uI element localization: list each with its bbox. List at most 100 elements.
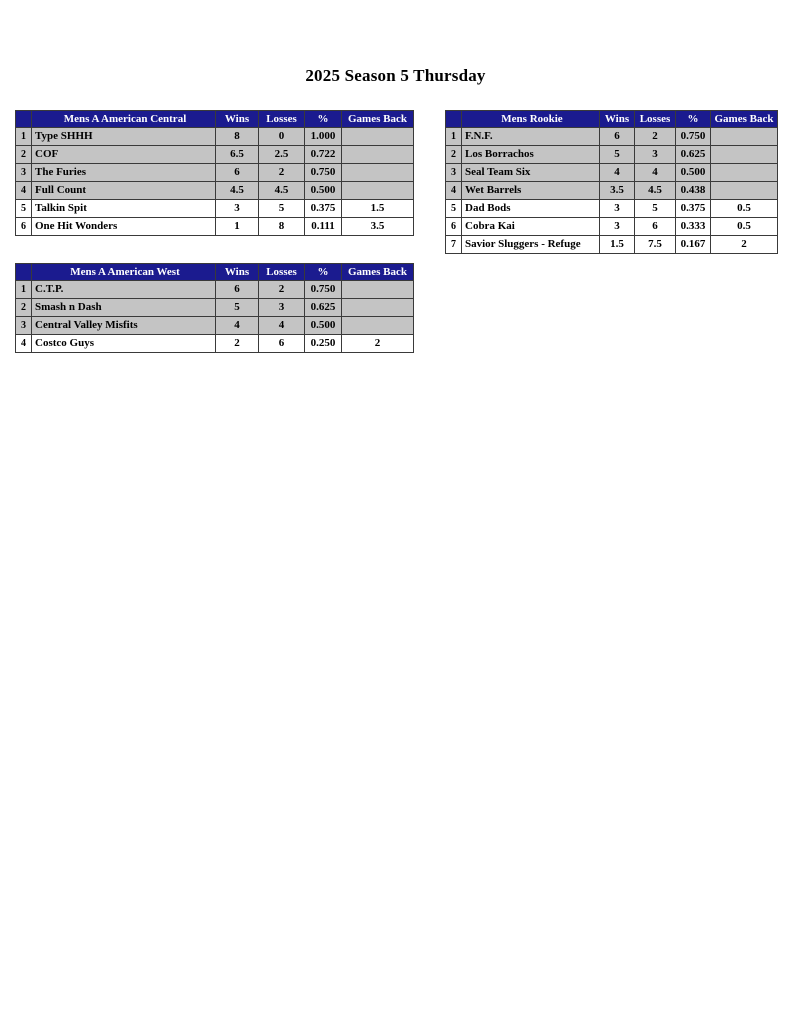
cell-losses: 0 bbox=[258, 127, 305, 146]
page-title: 2025 Season 5 Thursday bbox=[305, 66, 486, 85]
cell-rank: 6 bbox=[445, 217, 462, 236]
cell-rank: 5 bbox=[445, 199, 462, 218]
cell-pct: 0.750 bbox=[304, 163, 342, 182]
cell-rank: 6 bbox=[15, 217, 32, 236]
cell-games-back bbox=[341, 316, 414, 335]
column-header-rank bbox=[445, 110, 462, 128]
column-header-wins: Wins bbox=[599, 110, 635, 128]
cell-team-name: Dad Bods bbox=[461, 199, 600, 218]
cell-team-name: Savior Sluggers - Refuge bbox=[461, 235, 600, 254]
cell-pct: 0.500 bbox=[304, 181, 342, 200]
cell-wins: 4.5 bbox=[215, 181, 259, 200]
cell-pct: 0.250 bbox=[304, 334, 342, 353]
column-header-division-name: Mens Rookie bbox=[461, 110, 600, 128]
cell-pct: 0.625 bbox=[304, 298, 342, 317]
column-header-pct: % bbox=[304, 110, 342, 128]
cell-wins: 4 bbox=[215, 316, 259, 335]
cell-rank: 2 bbox=[15, 145, 32, 164]
table-body-west: 1 C.T.P. 6 2 0.750 2 Smash n Dash 5 3 0.625 3 Centr… bbox=[15, 280, 414, 353]
column-header-pct: % bbox=[675, 110, 711, 128]
cell-wins: 3 bbox=[599, 199, 635, 218]
cell-wins: 1.5 bbox=[599, 235, 635, 254]
table-row: 5 Dad Bods 3 5 0.375 0.5 bbox=[445, 199, 778, 218]
cell-games-back: 2 bbox=[710, 235, 778, 254]
table-row: 2 Los Borrachos 5 3 0.625 bbox=[445, 145, 778, 164]
cell-wins: 3 bbox=[599, 217, 635, 236]
standings-table-west: Mens A American West Wins Losses % Games… bbox=[15, 263, 414, 353]
cell-rank: 1 bbox=[15, 127, 32, 146]
cell-team-name: The Furies bbox=[31, 163, 216, 182]
cell-losses: 6 bbox=[634, 217, 676, 236]
cell-team-name: One Hit Wonders bbox=[31, 217, 216, 236]
table-row: 1 C.T.P. 6 2 0.750 bbox=[15, 280, 414, 299]
cell-games-back: 3.5 bbox=[341, 217, 414, 236]
cell-games-back bbox=[341, 127, 414, 146]
table-body-central: 1 Type SHHH 8 0 1.000 2 COF 6.5 2.5 0.722 3 The Fur… bbox=[15, 127, 414, 236]
cell-games-back bbox=[341, 163, 414, 182]
cell-pct: 0.333 bbox=[675, 217, 711, 236]
cell-games-back bbox=[710, 127, 778, 146]
cell-rank: 5 bbox=[15, 199, 32, 218]
cell-losses: 7.5 bbox=[634, 235, 676, 254]
cell-pct: 0.167 bbox=[675, 235, 711, 254]
cell-losses: 4.5 bbox=[634, 181, 676, 200]
cell-pct: 0.375 bbox=[304, 199, 342, 218]
cell-team-name: Talkin Spit bbox=[31, 199, 216, 218]
table-row: 6 One Hit Wonders 1 8 0.111 3.5 bbox=[15, 217, 414, 236]
cell-pct: 1.000 bbox=[304, 127, 342, 146]
cell-pct: 0.500 bbox=[304, 316, 342, 335]
table-row: 3 The Furies 6 2 0.750 bbox=[15, 163, 414, 182]
cell-team-name: Cobra Kai bbox=[461, 217, 600, 236]
cell-team-name: C.T.P. bbox=[31, 280, 216, 299]
column-header-rank bbox=[15, 110, 32, 128]
cell-losses: 2 bbox=[258, 163, 305, 182]
cell-pct: 0.500 bbox=[675, 163, 711, 182]
cell-team-name: Costco Guys bbox=[31, 334, 216, 353]
cell-rank: 3 bbox=[15, 316, 32, 335]
cell-rank: 4 bbox=[15, 334, 32, 353]
cell-wins: 3.5 bbox=[599, 181, 635, 200]
cell-losses: 3 bbox=[258, 298, 305, 317]
cell-pct: 0.438 bbox=[675, 181, 711, 200]
cell-losses: 2.5 bbox=[258, 145, 305, 164]
table-row: 1 Type SHHH 8 0 1.000 bbox=[15, 127, 414, 146]
cell-losses: 6 bbox=[258, 334, 305, 353]
cell-losses: 4 bbox=[634, 163, 676, 182]
cell-team-name: Type SHHH bbox=[31, 127, 216, 146]
cell-losses: 3 bbox=[634, 145, 676, 164]
cell-games-back bbox=[341, 280, 414, 299]
cell-rank: 1 bbox=[15, 280, 32, 299]
cell-wins: 4 bbox=[599, 163, 635, 182]
cell-games-back: 2 bbox=[341, 334, 414, 353]
table-body-rookie: 1 F.N.F. 6 2 0.750 2 Los Borrachos 5 3 0.625 3 Seal… bbox=[445, 127, 778, 254]
cell-team-name: Smash n Dash bbox=[31, 298, 216, 317]
header-row: Mens Rookie Wins Losses % Games Back bbox=[445, 110, 778, 128]
cell-rank: 3 bbox=[15, 163, 32, 182]
cell-rank: 2 bbox=[445, 145, 462, 164]
cell-losses: 4.5 bbox=[258, 181, 305, 200]
column-header-losses: Losses bbox=[634, 110, 676, 128]
cell-wins: 2 bbox=[215, 334, 259, 353]
cell-rank: 1 bbox=[445, 127, 462, 146]
cell-games-back: 0.5 bbox=[710, 199, 778, 218]
column-header-division-name: Mens A American West bbox=[31, 263, 216, 281]
table-header-central: Mens A American Central Wins Losses % Ga… bbox=[15, 110, 414, 128]
cell-wins: 5 bbox=[215, 298, 259, 317]
cell-games-back bbox=[341, 298, 414, 317]
cell-team-name: COF bbox=[31, 145, 216, 164]
cell-rank: 7 bbox=[445, 235, 462, 254]
table-row: 7 Savior Sluggers - Refuge 1.5 7.5 0.167 2 bbox=[445, 235, 778, 254]
column-header-division-name: Mens A American Central bbox=[31, 110, 216, 128]
cell-team-name: Los Borrachos bbox=[461, 145, 600, 164]
cell-pct: 0.111 bbox=[304, 217, 342, 236]
cell-wins: 6.5 bbox=[215, 145, 259, 164]
table-row: 4 Costco Guys 2 6 0.250 2 bbox=[15, 334, 414, 353]
cell-wins: 6 bbox=[215, 163, 259, 182]
table-row: 6 Cobra Kai 3 6 0.333 0.5 bbox=[445, 217, 778, 236]
cell-rank: 4 bbox=[445, 181, 462, 200]
cell-games-back bbox=[710, 145, 778, 164]
cell-rank: 2 bbox=[15, 298, 32, 317]
cell-games-back: 1.5 bbox=[341, 199, 414, 218]
cell-team-name: Seal Team Six bbox=[461, 163, 600, 182]
table-row: 4 Wet Barrels 3.5 4.5 0.438 bbox=[445, 181, 778, 200]
